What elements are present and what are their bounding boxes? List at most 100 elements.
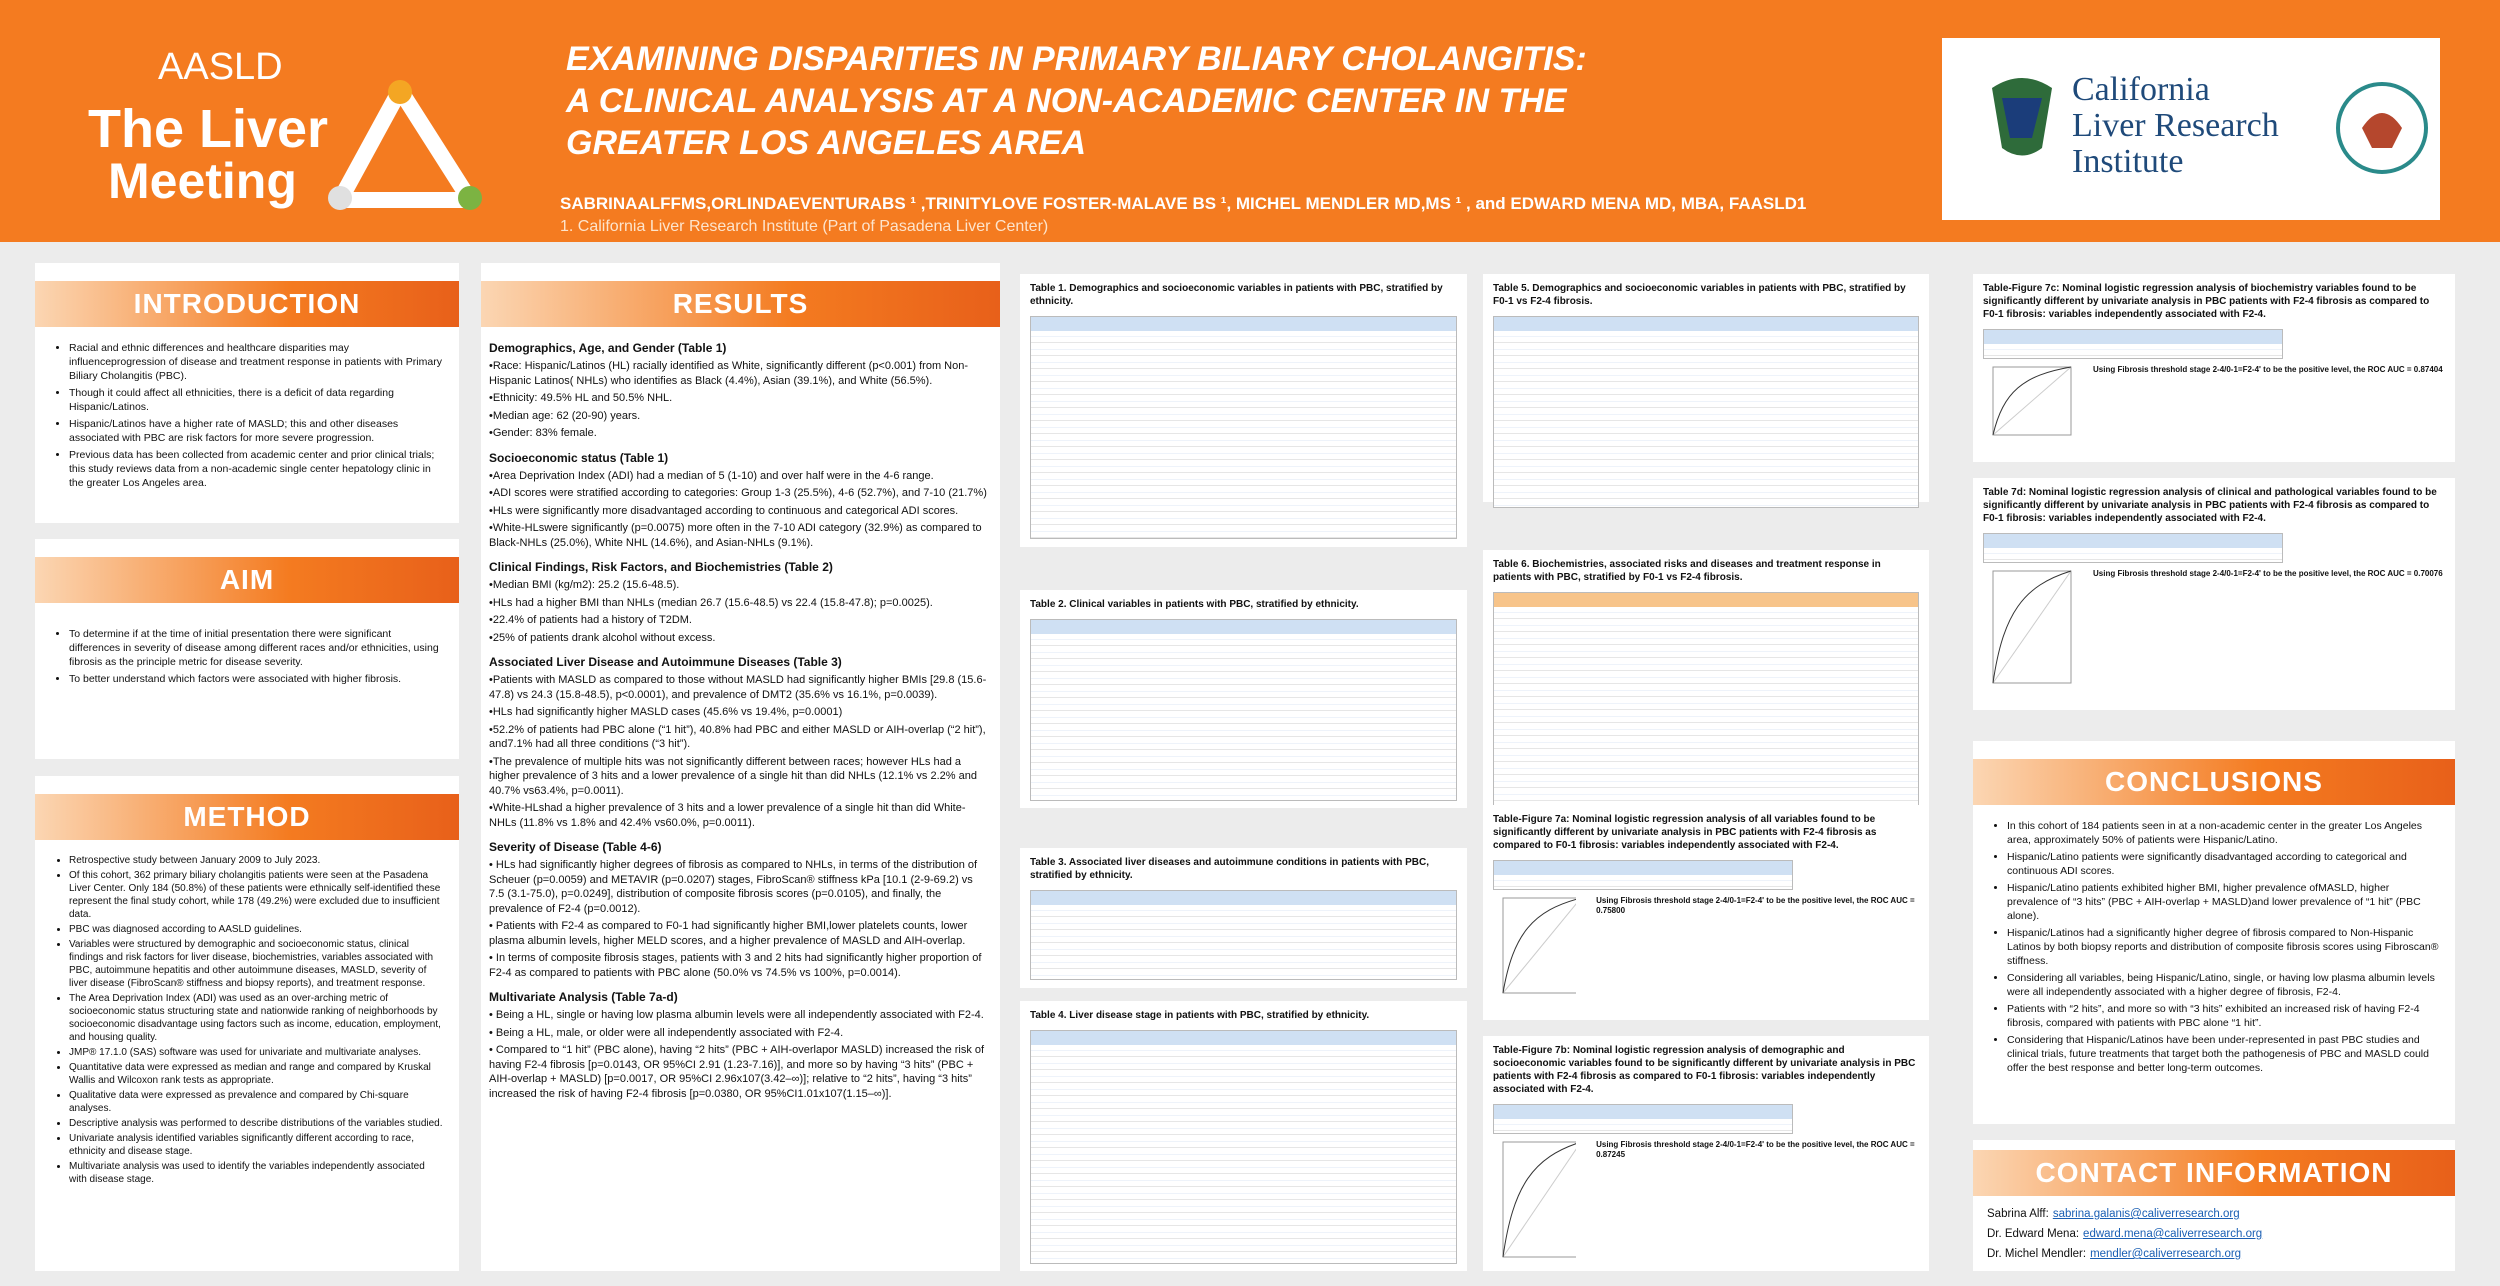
institute-logo: California Liver Research Institute bbox=[1942, 38, 2440, 220]
logo-mark bbox=[1992, 78, 2052, 156]
contact-row: Sabrina Alff: sabrina.galanis@caliverrese… bbox=[1987, 1204, 2441, 1224]
title: EXAMINING DISPARITIES IN PRIMARY BILIARY… bbox=[566, 38, 1587, 164]
bullet: Of this cohort, 362 primary biliary chol… bbox=[69, 869, 443, 921]
paragraph: •Median BMI (kg/m2): 25.2 (15.6-48.5). bbox=[489, 579, 680, 591]
paragraph: •White-HLswere significantly (p=0.0075) … bbox=[489, 522, 982, 549]
title-line: EXAMINING DISPARITIES IN PRIMARY BILIARY… bbox=[566, 40, 1587, 78]
subheading: Socioeconomic status (Table 1) bbox=[489, 450, 669, 465]
figure-title: Table-Figure 7a: Nominal logistic regres… bbox=[1493, 814, 1877, 851]
paragraph: •Race: Hispanic/Latinos (HL) racially id… bbox=[489, 360, 968, 387]
bullet: Retrospective study between January 2009… bbox=[69, 854, 443, 867]
table-title: Table 4. Liver disease stage in patients… bbox=[1030, 1010, 1370, 1021]
logo-text: AASLD bbox=[158, 46, 283, 88]
authors: SABRINAALFFMS,ORLINDAEVENTURABS ¹ ,TRINI… bbox=[560, 194, 1807, 213]
bullet: Univariate analysis identified variables… bbox=[69, 1132, 443, 1158]
bullet: JMP® 17.1.0 (SAS) software was used for … bbox=[69, 1046, 443, 1059]
bullet: Quantitative data were expressed as medi… bbox=[69, 1061, 443, 1087]
subheading: Associated Liver Disease and Autoimmune … bbox=[489, 655, 842, 669]
paragraph: •The prevalence of multiple hits was not… bbox=[489, 755, 977, 797]
figure-row: Using Fibrosis threshold stage 2-4/0-1=F… bbox=[1483, 894, 1929, 1003]
table-title: Table 6. Biochemistries, associated risk… bbox=[1493, 559, 1881, 583]
table-card: Table 6. Biochemistries, associated risk… bbox=[1483, 550, 1929, 811]
table-body bbox=[1493, 860, 1793, 890]
figure-row: Using Fibrosis threshold stage 2-4/0-1=F… bbox=[1973, 567, 2455, 693]
section-heading: INTRODUCTION bbox=[35, 281, 459, 327]
paragraph: •52.2% of patients had PBC alone (“1 hit… bbox=[489, 723, 986, 751]
table-body bbox=[1030, 1030, 1457, 1264]
bullet: To better understand which factors were … bbox=[69, 672, 443, 686]
paragraph: •HLs were significantly more disadvantag… bbox=[489, 504, 959, 517]
section-heading: AIM bbox=[35, 557, 459, 603]
table-card: Table 1. Demographics and socioeconomic … bbox=[1020, 274, 1467, 547]
bullet: Hispanic/Latinos have a higher rate of M… bbox=[69, 417, 443, 445]
paragraph: • Patients with F2-4 as compared to F0-1… bbox=[489, 920, 968, 947]
bullet: In this cohort of 184 patients seen in a… bbox=[2007, 819, 2439, 847]
bullet: Variables were structured by demographic… bbox=[69, 938, 443, 990]
roc-curve bbox=[1502, 897, 1577, 994]
seal bbox=[2336, 82, 2428, 174]
method: METHOD Retrospective study between Januar… bbox=[35, 776, 459, 1271]
roc-curve bbox=[1992, 366, 2072, 436]
paragraph: • HLs had significantly higher degrees o… bbox=[489, 859, 978, 915]
table-card: Table 4. Liver disease stage in patients… bbox=[1020, 1001, 1467, 1271]
table-title: Table 2. Clinical variables in patients … bbox=[1030, 599, 1359, 610]
bullet: Patients with “2 hits”, and more so with… bbox=[2007, 1002, 2439, 1030]
table-card: Table-Figure 7c: Nominal logistic regres… bbox=[1973, 274, 2455, 462]
section-heading: CONTACT INFORMATION bbox=[1973, 1150, 2455, 1196]
bullet: Hispanic/Latino patients exhibited highe… bbox=[2007, 881, 2439, 923]
table-body bbox=[1030, 890, 1457, 980]
contact-email: edward.mena@caliverresearch.org bbox=[2083, 1228, 2263, 1240]
figure-note: Using Fibrosis threshold stage 2-4/0-1=F… bbox=[2093, 365, 2443, 374]
contact-name: Dr. Edward Mena: bbox=[1987, 1228, 2080, 1240]
subheading: Multivariate Analysis (Table 7a-d) bbox=[489, 990, 678, 1004]
header: AASLD The Liver Meeting EXAMINING DISPAR… bbox=[0, 0, 2500, 242]
paragraph: • Compared to “1 hit” (PBC alone), havin… bbox=[489, 1044, 985, 1100]
bullet: Considering all variables, being Hispani… bbox=[2007, 971, 2439, 999]
contact-email: sabrina.galanis@caliverresearch.org bbox=[2052, 1208, 2240, 1220]
roc-curve bbox=[1502, 1141, 1577, 1258]
conclusions: CONCLUSIONS In this cohort of 184 patient… bbox=[1973, 741, 2455, 1124]
section-heading: METHOD bbox=[35, 794, 459, 840]
figure-title: Table-Figure 7b: Nominal logistic regres… bbox=[1493, 1045, 1916, 1095]
table-card: Table 5. Demographics and socioeconomic … bbox=[1483, 274, 1929, 508]
table-title: Table 1. Demographics and socioeconomic … bbox=[1030, 283, 1443, 307]
bullet: Hispanic/Latinos had a significantly hig… bbox=[2007, 926, 2439, 968]
section-heading: CONCLUSIONS bbox=[1973, 759, 2455, 805]
roc-curve bbox=[1992, 570, 2072, 684]
logo-text: Meeting bbox=[108, 153, 297, 209]
section-heading: RESULTS bbox=[481, 281, 1000, 327]
institute-name: California Liver Research Institute bbox=[2072, 72, 2279, 180]
subheading: Clinical Findings, Risk Factors, and Bio… bbox=[489, 560, 833, 574]
table-body bbox=[1493, 316, 1919, 508]
table-body bbox=[1030, 619, 1457, 801]
institute-name-line: Institute bbox=[2072, 143, 2184, 180]
figure-note: Using Fibrosis threshold stage 2-4/0-1=F… bbox=[1596, 1140, 1915, 1159]
paragraph: •Ethnicity: 49.5% HL and 50.5% NHL. bbox=[489, 392, 673, 404]
bullet: Multivariate analysis was used to identi… bbox=[69, 1160, 443, 1186]
bullet: The Area Deprivation Index (ADI) was use… bbox=[69, 992, 443, 1044]
aim: AIM To determine if at the time of initia… bbox=[35, 539, 459, 759]
contact: CONTACT INFORMATION Sabrina Alff: sabrina.… bbox=[1973, 1140, 2455, 1271]
table-body bbox=[1493, 1104, 1793, 1134]
table-card: Table 3. Associated liver diseases and a… bbox=[1020, 848, 1467, 988]
subheading: Demographics, Age, and Gender (Table 1) bbox=[489, 341, 727, 355]
bullet: Racial and ethnic differences and health… bbox=[69, 341, 443, 383]
paragraph: • Being a HL, single or having low plasm… bbox=[489, 1009, 984, 1021]
bullet: Hispanic/Latino patients were significan… bbox=[2007, 850, 2439, 878]
paragraph: •HLs had a higher BMI than NHLs (median … bbox=[489, 596, 933, 609]
bullet: Previous data has been collected from ac… bbox=[69, 448, 443, 490]
paragraph: •25% of patients drank alcohol without e… bbox=[489, 631, 716, 644]
table-card: Table-Figure 7a: Nominal logistic regres… bbox=[1483, 805, 1929, 1020]
affiliation: 1. California Liver Research Institute (… bbox=[560, 218, 1049, 235]
figure-row: Using Fibrosis threshold stage 2-4/0-1=F… bbox=[1483, 1138, 1929, 1267]
subheading: Severity of Disease (Table 4-6) bbox=[489, 840, 662, 854]
logo-text: The Liver bbox=[88, 99, 329, 159]
institute-name-line: Liver Research bbox=[2072, 107, 2279, 144]
contact-row: Dr. Edward Mena: edward.mena@caliverresea… bbox=[1987, 1224, 2441, 1244]
paragraph: • In terms of composite fibrosis stages,… bbox=[489, 952, 982, 979]
paragraph: •Median age: 62 (20-90) years. bbox=[489, 409, 641, 422]
figure-note: Using Fibrosis threshold stage 2-4/0-1=F… bbox=[1596, 896, 1915, 915]
contact-row: Dr. Michel Mendler: mendler@caliverresear… bbox=[1987, 1244, 2441, 1264]
table-body bbox=[1983, 533, 2283, 563]
